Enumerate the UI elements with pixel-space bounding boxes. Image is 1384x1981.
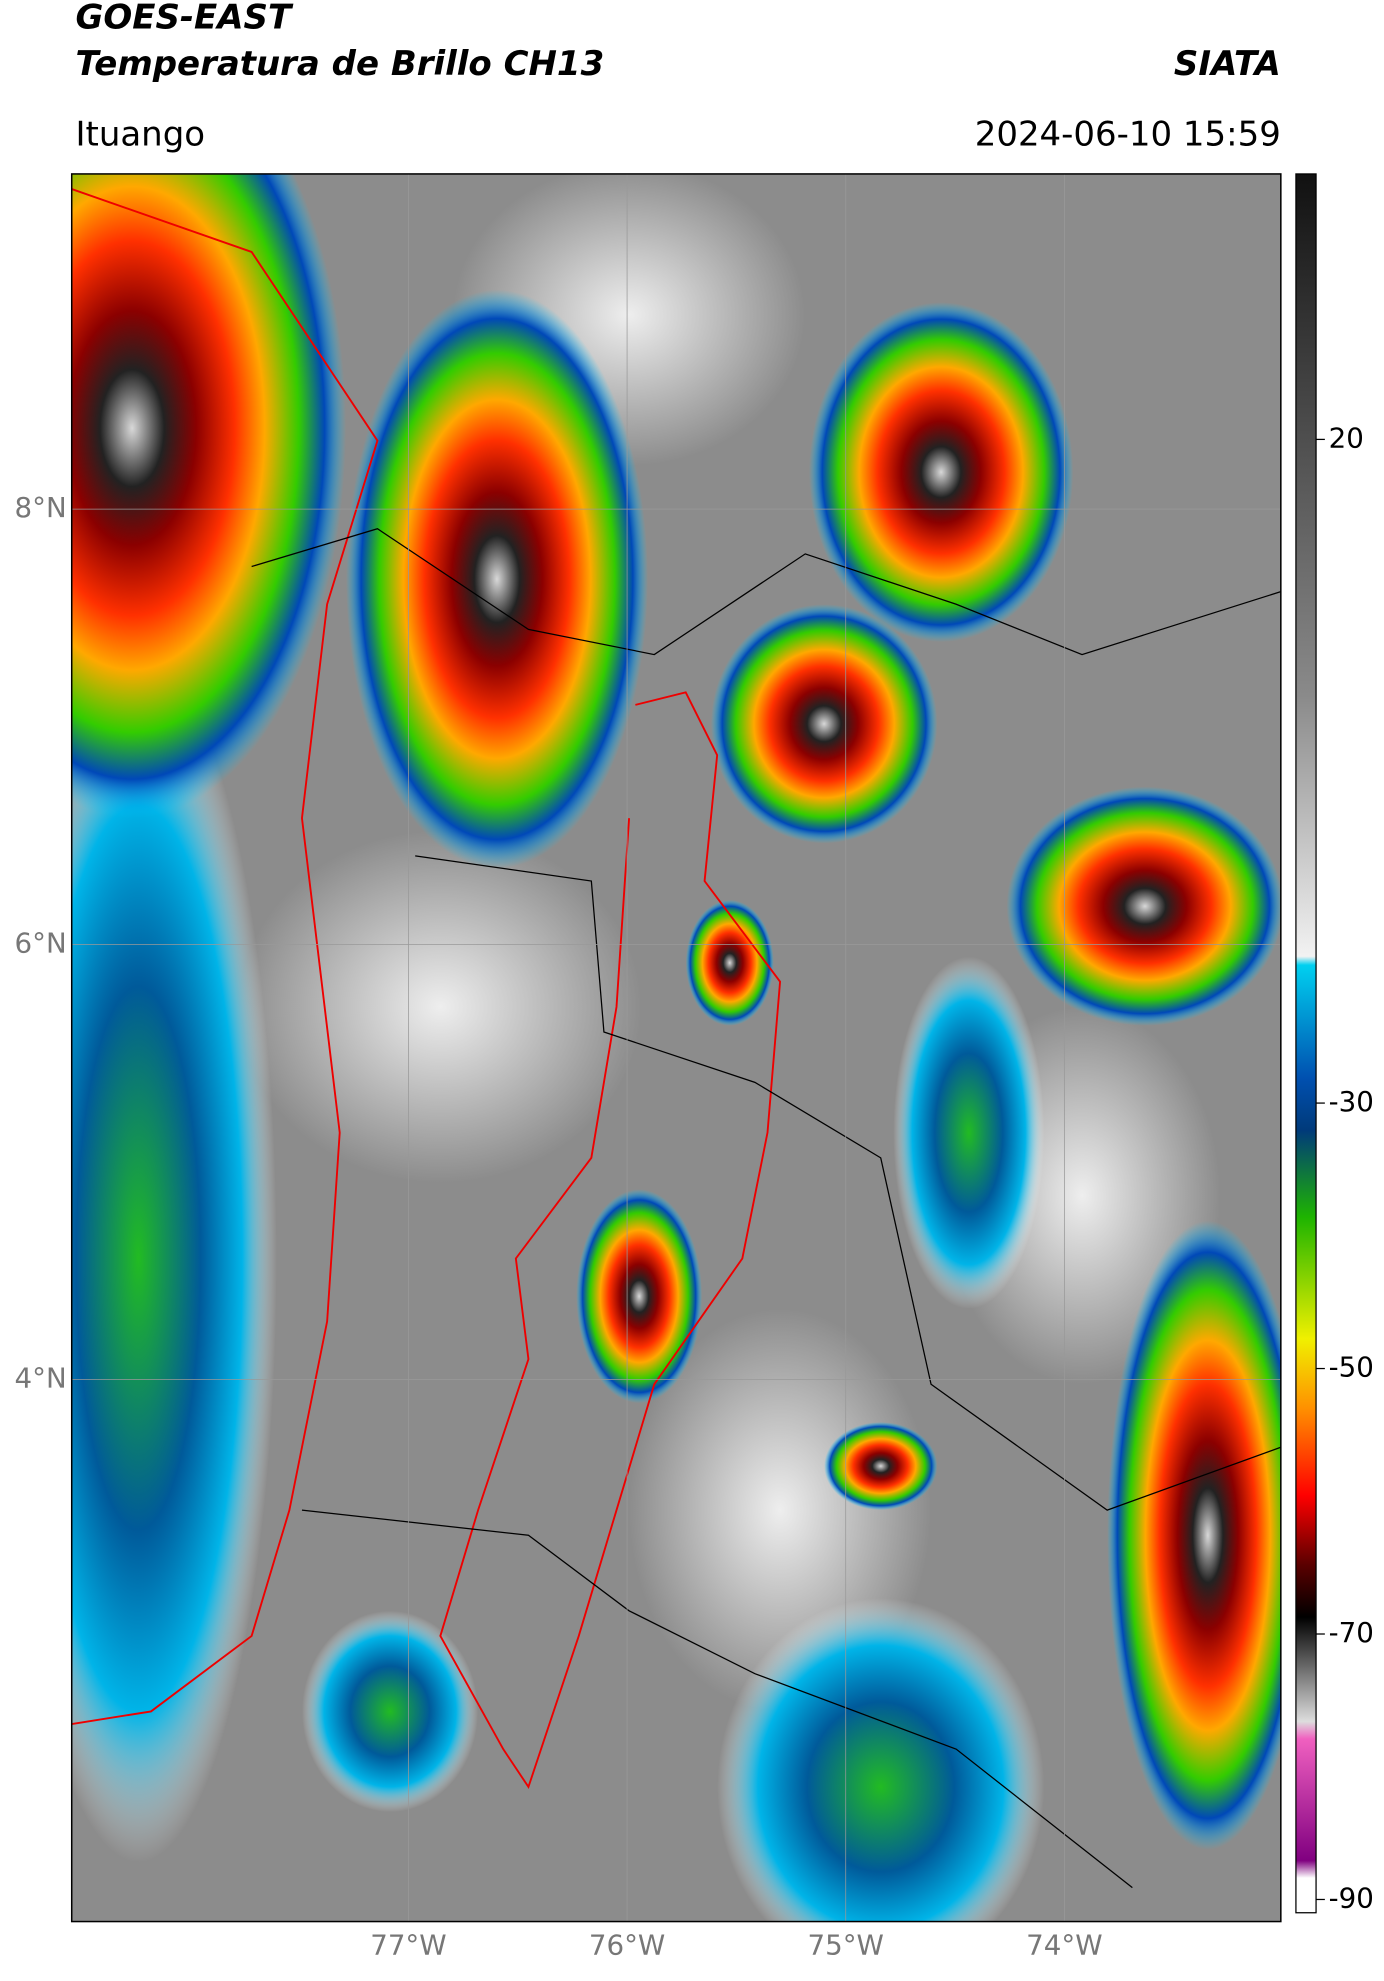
lat-label: 8°N [15, 491, 67, 524]
colorbar-tick-label: -90 [1329, 1881, 1374, 1914]
lon-label: 77°W [370, 1929, 446, 1962]
colorbar-tick-label: -70 [1329, 1616, 1374, 1649]
title: GOES-EAST [75, 0, 293, 38]
lon-label: 74°W [1026, 1929, 1102, 1962]
brand: SIATA [1174, 44, 1281, 84]
graticule [71, 173, 1281, 1922]
lat-label: 6°N [15, 926, 67, 959]
lon-label: 75°W [808, 1929, 884, 1962]
colorbar [1295, 173, 1317, 1914]
subtitle: Temperatura de Brillo CH13 [75, 44, 604, 84]
lat-label: 4°N [15, 1362, 67, 1395]
satellite-image [71, 173, 1281, 1922]
timestamp: 2024-06-10 15:59 [975, 115, 1281, 155]
colorbar-tick-label: 20 [1329, 421, 1364, 454]
map-frame [70, 173, 1282, 1923]
colorbar-tick-label: -30 [1329, 1085, 1374, 1118]
colorbar-tick-label: -50 [1329, 1351, 1374, 1384]
location: Ituango [75, 115, 205, 155]
lon-label: 76°W [589, 1929, 665, 1962]
